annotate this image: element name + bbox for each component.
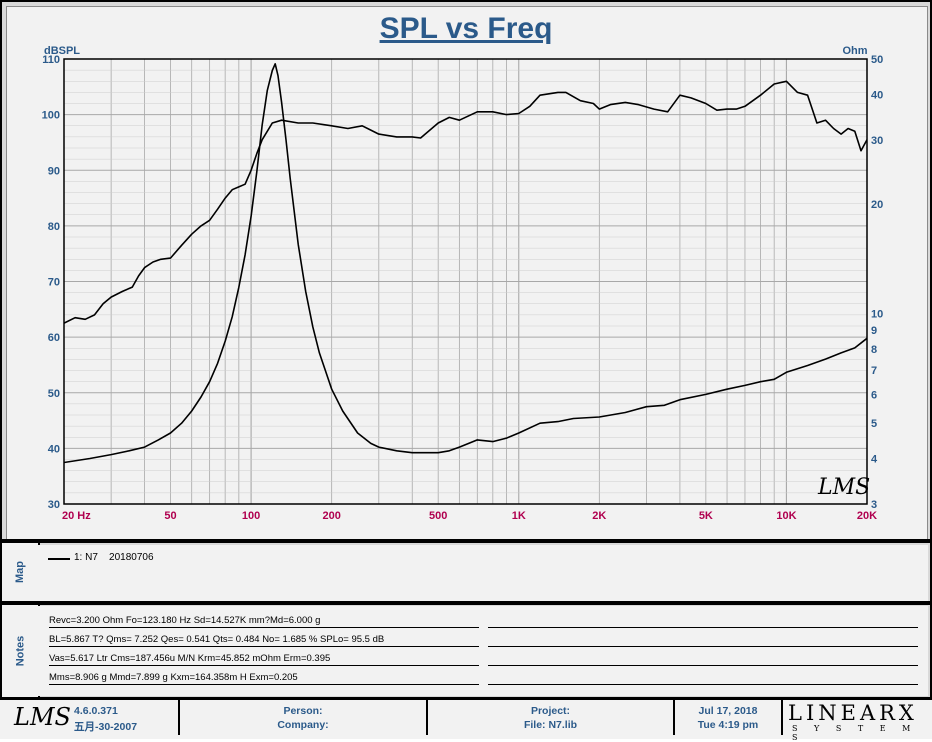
x-tick-label: 500 — [429, 510, 447, 522]
footer-person-cell: Person: Company: — [180, 700, 428, 735]
note-blank-line — [488, 671, 918, 685]
impedance-trace — [64, 62, 867, 464]
right-tick-label: 8 — [871, 344, 877, 356]
legend-entry: 1: N7 20180706 — [74, 552, 154, 563]
spl-impedance-chart: 30 40 50 60 70 80 90 100 110 3 4 5 6 7 8 9 10 20 30 40 50 20 … — [42, 45, 884, 522]
map-panel: 1: N7 20180706 — [38, 545, 928, 601]
time-label: Tue 4:19 pm — [697, 719, 759, 731]
right-tick-label: 10 — [871, 309, 883, 321]
x-tick-label: 20K — [857, 510, 877, 522]
right-tick-label: 3 — [871, 499, 877, 511]
footer-bar: LMS 4.6.0.371 五月-30-2007 Person: Company… — [0, 700, 932, 742]
legend-line-swatch — [48, 558, 70, 560]
note-line: Mms=8.906 g Mmd=7.899 g Kxm=164.358m H E… — [49, 671, 479, 685]
spl-trace — [64, 80, 867, 324]
left-tick-label: 30 — [48, 499, 60, 511]
note-line: Revc=3.200 Ohm Fo=123.180 Hz Sd=14.527K … — [49, 614, 479, 628]
version-date: 五月-30-2007 — [74, 721, 138, 733]
left-tick-label: 100 — [42, 110, 60, 122]
note-blank-line — [488, 614, 918, 628]
x-tick-label: 5K — [699, 510, 713, 522]
left-tick-label: 70 — [48, 277, 60, 289]
linearx-systems: S Y S T E M S — [792, 724, 918, 742]
right-tick-label: 5 — [871, 418, 877, 430]
linearx-logo: LINEARX — [788, 701, 918, 725]
note-line: BL=5.867 T? Qms= 7.252 Qes= 0.541 Qts= 0… — [49, 633, 479, 647]
note-line: Vas=5.617 Ltr Cms=187.456u M/N Krm=45.85… — [49, 652, 479, 666]
right-axis-label: Ohm — [842, 45, 867, 57]
left-tick-label: 50 — [48, 388, 60, 400]
left-tick-label: 60 — [48, 332, 60, 344]
footer-project-cell: Project: File: N7.lib — [428, 700, 675, 735]
left-tick-label: 80 — [48, 221, 60, 233]
x-tick-label: 50 — [164, 510, 176, 522]
divider-chart-map — [0, 539, 932, 543]
footer-version-cell: LMS 4.6.0.371 五月-30-2007 — [0, 700, 180, 735]
x-tick-label: 10K — [776, 510, 796, 522]
x-tick-label: 2K — [592, 510, 606, 522]
right-tick-label: 7 — [871, 365, 877, 377]
left-axis-label: dBSPL — [44, 45, 80, 57]
company-label: Company: — [277, 719, 329, 731]
x-tick-label: 100 — [242, 510, 260, 522]
plot-border — [63, 58, 868, 505]
right-tick-label: 9 — [871, 325, 877, 337]
x-tick-label: 20 Hz — [62, 510, 91, 522]
left-tick-label: 40 — [48, 443, 60, 455]
footer-date-cell: Jul 17, 2018 Tue 4:19 pm — [675, 700, 783, 735]
map-label: Map — [14, 561, 26, 583]
right-tick-label: 6 — [871, 389, 877, 401]
date-label: Jul 17, 2018 — [698, 705, 758, 717]
right-tick-label: 20 — [871, 199, 883, 211]
map-side-label: Map — [2, 543, 40, 601]
divider-map-notes — [0, 601, 932, 605]
file-label: File: N7.lib — [523, 719, 578, 731]
left-tick-label: 110 — [42, 54, 60, 66]
notes-panel: Revc=3.200 Ohm Fo=123.180 Hz Sd=14.527K … — [38, 606, 928, 696]
right-tick-label: 4 — [871, 453, 878, 465]
chart-title: SPL vs Freq — [379, 12, 553, 45]
person-label: Person: — [283, 705, 323, 717]
notes-label: Notes — [14, 635, 26, 667]
project-label: Project: — [530, 705, 571, 717]
divider-notes-footer — [0, 697, 932, 701]
right-tick-label: 50 — [871, 54, 883, 66]
x-tick-label: 200 — [322, 510, 340, 522]
x-tick-label: 1K — [512, 510, 526, 522]
right-tick-label: 30 — [871, 135, 883, 147]
right-tick-label: 40 — [871, 89, 883, 101]
notes-side-label: Notes — [2, 605, 40, 697]
note-blank-line — [488, 633, 918, 647]
note-blank-line — [488, 652, 918, 666]
version-number: 4.6.0.371 — [74, 705, 118, 717]
left-tick-label: 90 — [48, 165, 60, 177]
lms-logo: LMS — [14, 703, 71, 731]
lms-watermark: LMS — [817, 475, 870, 500]
